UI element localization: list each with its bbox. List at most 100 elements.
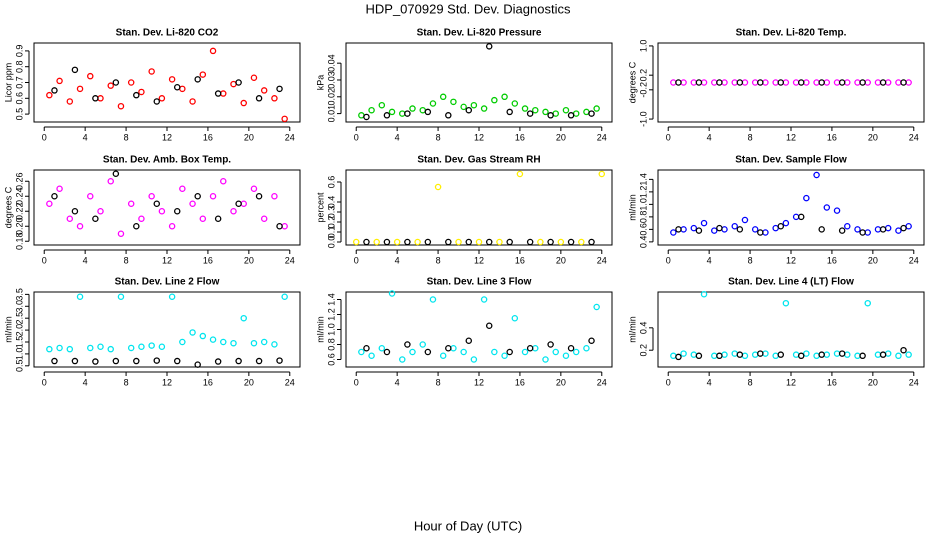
point xyxy=(695,352,703,360)
point xyxy=(844,79,851,86)
point xyxy=(127,79,135,86)
point xyxy=(721,351,728,358)
point xyxy=(281,222,288,230)
point xyxy=(460,103,467,111)
y-tick-label: 0.8 xyxy=(326,338,336,351)
y-tick-label: 1.4 xyxy=(326,293,336,306)
point xyxy=(71,66,79,74)
point xyxy=(501,93,508,101)
plot-frame xyxy=(345,42,613,123)
point xyxy=(66,98,74,105)
point xyxy=(879,351,887,358)
point xyxy=(383,348,391,356)
y-tick-label: 0.01 xyxy=(326,105,336,123)
y-tick-label: 1.0 xyxy=(326,323,336,336)
point xyxy=(480,296,488,303)
point xyxy=(583,108,590,116)
x-tick-label: 4 xyxy=(395,377,400,387)
point xyxy=(255,357,263,365)
point xyxy=(736,79,744,86)
point xyxy=(92,358,99,365)
point xyxy=(792,351,800,358)
x-tick-label: 4 xyxy=(707,132,712,142)
x-tick-label: 0 xyxy=(354,255,359,265)
point xyxy=(281,293,288,301)
point xyxy=(511,314,519,322)
point xyxy=(675,79,682,86)
point xyxy=(537,238,544,246)
x-tick-label: 4 xyxy=(395,132,400,142)
point xyxy=(670,79,677,86)
point xyxy=(859,229,866,236)
point xyxy=(480,105,488,112)
panel-title: Stan. Dev. Amb. Box Temp. xyxy=(103,155,231,166)
point xyxy=(450,344,457,352)
point xyxy=(567,112,575,119)
point xyxy=(199,71,207,78)
y-tick-label: 0.9 xyxy=(14,45,24,58)
y-tick-label: 3.0 xyxy=(14,300,24,313)
x-tick-label: 12 xyxy=(162,132,172,142)
point xyxy=(378,344,386,352)
point xyxy=(230,207,237,215)
point xyxy=(46,91,53,99)
panel-title: Stan. Dev. Li-820 CO2 xyxy=(116,28,219,39)
point xyxy=(173,207,181,215)
point xyxy=(900,346,907,354)
x-tick-label: 0 xyxy=(666,377,671,387)
y-tick-label: 0.2 xyxy=(638,69,648,82)
point xyxy=(97,343,104,351)
point xyxy=(429,100,437,107)
point xyxy=(51,87,58,94)
x-tick-label: 12 xyxy=(474,255,484,265)
x-tick-label: 24 xyxy=(597,255,607,265)
point xyxy=(731,350,738,357)
point xyxy=(51,357,58,365)
point xyxy=(112,170,120,177)
point xyxy=(465,337,473,344)
point xyxy=(532,106,539,114)
point xyxy=(905,351,912,358)
point xyxy=(271,341,278,348)
x-tick-label: 8 xyxy=(748,255,753,265)
point xyxy=(562,106,570,114)
point xyxy=(179,338,186,346)
point xyxy=(250,339,258,347)
point xyxy=(133,222,140,230)
point xyxy=(209,336,217,343)
x-tick-label: 24 xyxy=(285,255,295,265)
point xyxy=(56,77,63,85)
point xyxy=(864,79,871,86)
point xyxy=(741,352,749,360)
point xyxy=(792,213,800,221)
point xyxy=(51,192,58,200)
point xyxy=(485,322,493,329)
point xyxy=(675,353,682,361)
page-title: HDP_070929 Std. Dev. Diagnostics xyxy=(366,1,571,16)
point xyxy=(424,108,432,116)
y-tick-label: 0.02 xyxy=(326,88,336,106)
point xyxy=(260,215,268,222)
point xyxy=(895,352,902,360)
x-tick-label: 0 xyxy=(666,132,671,142)
y-tick-label: 0.4 xyxy=(638,322,648,335)
point xyxy=(823,351,831,358)
point xyxy=(383,112,391,119)
point xyxy=(470,101,478,109)
point xyxy=(194,192,201,200)
point xyxy=(148,192,155,200)
point xyxy=(424,348,432,356)
point xyxy=(864,229,871,236)
x-tick-label: 4 xyxy=(395,255,400,265)
y-tick-label: 2.5 xyxy=(14,312,24,325)
x-tick-label: 16 xyxy=(827,377,837,387)
point xyxy=(491,348,498,356)
point xyxy=(46,345,53,353)
point xyxy=(393,238,401,246)
point xyxy=(593,303,600,311)
y-tick-label: 1.0 xyxy=(638,198,648,211)
y-axis-label: Licor ppm xyxy=(3,63,13,103)
point xyxy=(557,238,565,246)
point xyxy=(700,290,708,298)
point xyxy=(741,216,749,224)
